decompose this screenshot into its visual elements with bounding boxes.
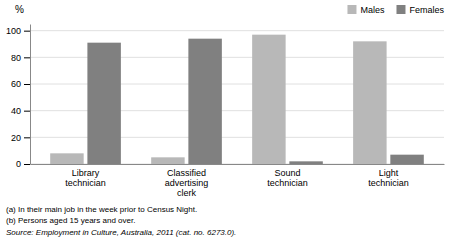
grid-line (30, 30, 444, 31)
x-tick: Lighttechnician (368, 168, 409, 188)
y-tick: 0 (16, 159, 30, 169)
plot: 020406080100LibrarytechnicianClassifieda… (6, 25, 445, 199)
y-tick: 20 (11, 133, 30, 143)
x-tick: Soundtechnician (267, 168, 308, 188)
y-tick-label: 0 (16, 159, 21, 169)
legend-item: Males (347, 5, 385, 15)
legend: Males Females (347, 5, 444, 15)
bar (151, 157, 184, 164)
legend-swatch (396, 5, 405, 14)
x-tick-label-line: technician (368, 178, 409, 188)
x-tick: Classifiedadvertisingclerk (165, 168, 209, 198)
chart: 020406080100LibrarytechnicianClassifieda… (0, 0, 454, 246)
y-axis-line (30, 25, 31, 165)
y-tick-mark (24, 84, 30, 85)
y-tick-label: 80 (11, 53, 21, 63)
bars (50, 35, 424, 164)
bar (390, 155, 423, 164)
y-tick: 100 (6, 26, 30, 36)
bar (50, 153, 83, 164)
grid (30, 31, 444, 164)
bar (289, 161, 322, 164)
y-tick: 60 (11, 79, 30, 89)
bar (252, 35, 285, 164)
y-tick-mark (24, 31, 30, 32)
bar (353, 41, 386, 164)
footnote: (a) In their main job in the week prior … (6, 205, 197, 214)
x-tick-label-line: Light (379, 168, 399, 178)
legend-item: Females (396, 5, 444, 15)
legend-swatch (347, 5, 356, 14)
y-tick-mark (24, 111, 30, 112)
y-tick: 40 (11, 106, 30, 116)
x-tick-label-line: Library (72, 168, 100, 178)
bar-series (50, 35, 386, 164)
y-tick-label: 100 (6, 26, 21, 36)
x-tick-label: Librarytechnician (65, 168, 106, 188)
y-tick: 80 (11, 53, 30, 63)
x-tick-label-line: Sound (274, 168, 300, 178)
y-tick-mark (24, 57, 30, 58)
y-tick-label: 40 (11, 106, 21, 116)
source: Source: Employment in Culture, Australia… (6, 228, 236, 237)
x-tick-label-line: advertising (165, 178, 209, 188)
x-tick-label-line: clerk (177, 188, 197, 198)
x-tick-label: Classifiedadvertisingclerk (165, 168, 209, 198)
x-tick-label-line: technician (65, 178, 106, 188)
bar (188, 39, 221, 164)
bar (87, 43, 120, 164)
y-axis: 0 20 40 60 80 100 (6, 25, 31, 170)
legend-label: Males (360, 5, 385, 15)
y-tick-label: 60 (11, 79, 21, 89)
x-tick: Librarytechnician (65, 168, 106, 188)
x-tick-label: Soundtechnician (267, 168, 308, 188)
y-tick-label: 20 (11, 133, 21, 143)
x-tick-label: Lighttechnician (368, 168, 409, 188)
x-axis: LibrarytechnicianClassifiedadvertisingcl… (31, 165, 445, 199)
x-tick-label-line: Classified (167, 168, 206, 178)
y-tick-mark (24, 164, 30, 165)
y-axis-title: % (15, 4, 24, 15)
x-axis-line (31, 164, 445, 165)
y-tick-mark (24, 137, 30, 138)
bar-series (87, 39, 423, 164)
legend-label: Females (409, 5, 444, 15)
footnote: (b) Persons aged 15 years and over. (6, 216, 135, 225)
x-tick-label-line: technician (267, 178, 308, 188)
